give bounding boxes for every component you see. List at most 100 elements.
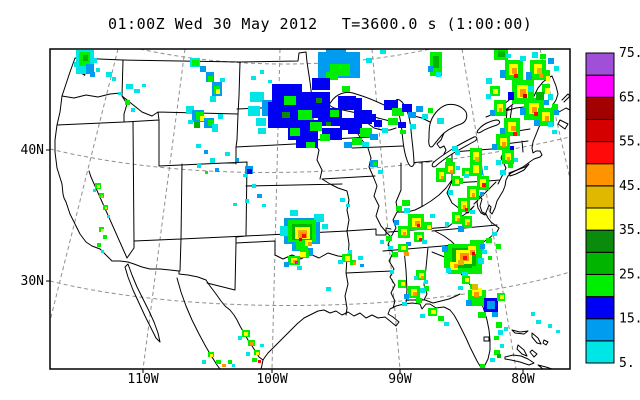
radar-cell (101, 229, 104, 232)
radar-cell (112, 77, 116, 81)
radar-cell (446, 268, 451, 273)
radar-cell (493, 89, 498, 94)
radar-cell (494, 336, 499, 340)
radar-cell (316, 98, 322, 103)
radar-cell (446, 158, 451, 162)
radar-cell (210, 158, 215, 163)
radar-cell (413, 292, 417, 296)
radar-cell (473, 152, 479, 160)
radar-cell (419, 238, 422, 241)
radar-cell (92, 58, 97, 63)
radar-cell (352, 138, 362, 145)
radar-cell (202, 360, 206, 364)
radar-cell (514, 158, 518, 162)
radar-cell (536, 92, 544, 100)
lake-huron (428, 103, 468, 148)
bahamas (511, 329, 549, 358)
radar-cell (204, 150, 208, 154)
radar-cell (258, 360, 261, 363)
radar-cell (322, 224, 328, 229)
radar-cell (534, 120, 540, 126)
radar-cell (540, 54, 546, 59)
radar-cell (421, 276, 424, 279)
radar-cell (248, 106, 260, 116)
radar-cell (232, 364, 235, 367)
radar-cell (417, 224, 420, 227)
radar-cell (424, 286, 429, 291)
radar-cell (502, 142, 506, 147)
radar-cell (528, 86, 534, 92)
radar-cell (280, 226, 290, 236)
colorbar-swatch (585, 229, 615, 253)
radar-cell (74, 62, 79, 67)
radar-cell (370, 134, 378, 140)
radar-cell (548, 58, 554, 64)
radar-cell (498, 51, 505, 57)
radar-cell (106, 72, 112, 77)
colorbar-swatch (585, 318, 615, 342)
colorbar-label: 55. (619, 135, 640, 150)
radar-cell (197, 164, 201, 168)
radar-cell (282, 112, 290, 118)
radar-cell (500, 170, 506, 175)
gridline-lon-100w (271, 49, 281, 369)
radar-cell (366, 58, 372, 63)
radar-cell (480, 192, 484, 196)
radar-cell (256, 118, 266, 126)
radar-cell (500, 295, 504, 299)
axis-labels: 40N 30N 110W 100W 90W 80W (21, 143, 535, 387)
latlon-gridlines (50, 49, 570, 369)
radar-cell (118, 92, 122, 95)
radar-cell (262, 204, 266, 207)
radar-cell (531, 312, 535, 316)
lake-ontario (476, 119, 500, 134)
radar-cell (330, 110, 339, 117)
lon-label: 100W (256, 372, 287, 387)
radar-cell (496, 244, 501, 249)
radar-cell (212, 124, 218, 132)
radar-cell (430, 214, 435, 218)
radar-cell (494, 350, 500, 355)
radar-cell (520, 108, 526, 115)
colorbar-swatch (585, 273, 615, 298)
radar-cell (314, 214, 324, 222)
radar-cell (225, 152, 230, 156)
radar-cell (326, 49, 346, 56)
colorbar-label: 65. (619, 90, 640, 105)
radar-cell (445, 222, 449, 226)
radar-cell (463, 205, 466, 209)
radar-cell (417, 235, 422, 240)
radar-cell (400, 130, 406, 134)
radar-cell (296, 262, 298, 264)
radar-cell (216, 360, 221, 364)
radar-cell (472, 252, 475, 255)
radar-cell (97, 243, 101, 247)
radar-cell (467, 222, 470, 225)
radar-cell (472, 193, 475, 197)
mexico-baja (124, 263, 161, 343)
radar-cell (520, 89, 526, 97)
radar-cell (463, 256, 467, 260)
radar-cell (523, 94, 527, 98)
colorbar-label: 35. (619, 223, 640, 238)
radar-cell (406, 242, 411, 246)
radar-cell (428, 66, 433, 72)
radar-cell (101, 250, 104, 253)
radar-cell (402, 302, 407, 306)
radar-cell (556, 330, 560, 333)
radar-cell (134, 89, 140, 93)
radar-cell (215, 168, 219, 172)
radar-cell (427, 225, 431, 229)
radar-cell (247, 169, 252, 174)
radar-cell (302, 234, 306, 238)
radar-cell (262, 100, 272, 116)
radar-cell (433, 56, 439, 68)
radar-cell (414, 276, 418, 280)
radar-cell (482, 250, 487, 254)
radar-cell (532, 107, 537, 113)
radar-cell (499, 108, 502, 112)
radar-cell (422, 114, 428, 119)
radar-cell (233, 203, 237, 206)
radar-cell (222, 364, 226, 367)
